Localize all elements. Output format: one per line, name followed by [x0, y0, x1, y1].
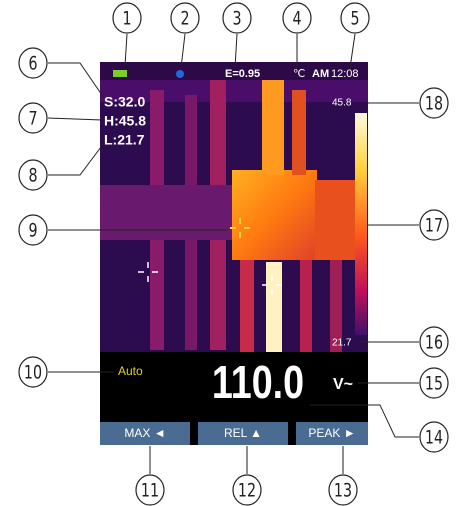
callout-number: 11 [141, 479, 159, 502]
callout: 10 [19, 357, 47, 387]
callout: 18 [420, 88, 448, 118]
mode: Auto [118, 364, 143, 378]
temp-unit: ℃ [293, 68, 305, 80]
ampm: AM [312, 68, 329, 80]
scale-max: 45.8 [332, 98, 352, 109]
battery-icon [113, 70, 127, 77]
callout: 12 [233, 475, 261, 505]
callout-number: 6 [28, 52, 37, 75]
callout-number: 14 [425, 426, 443, 449]
callout-number: 8 [28, 164, 37, 187]
callout: 17 [420, 210, 448, 240]
callout-number: 17 [425, 214, 443, 237]
callout-number: 10 [24, 361, 42, 384]
callout: 16 [420, 327, 448, 357]
bluetooth-icon [176, 70, 184, 78]
callout: 6 [19, 48, 47, 78]
callout: 14 [420, 422, 448, 452]
reading-spot: S:32.0 [104, 94, 145, 110]
callout: 2 [171, 3, 199, 33]
callout: 9 [19, 215, 47, 245]
callout-number: 15 [425, 372, 443, 395]
callout-number: 18 [425, 92, 443, 115]
measurement: 110.0 [212, 357, 304, 408]
callout-number: 12 [238, 479, 256, 502]
reading-low: L:21.7 [104, 132, 145, 148]
callout: 3 [223, 3, 251, 33]
callout-number: 7 [28, 107, 37, 130]
callout: 1 [113, 3, 141, 33]
button-label[interactable]: MAX ◄ [124, 426, 165, 440]
scale-min: 21.7 [332, 338, 352, 349]
callout-number: 2 [180, 7, 189, 30]
callout-number: 16 [425, 331, 443, 354]
color-scale-bar [355, 113, 367, 335]
callout: 5 [341, 3, 369, 33]
callout-number: 3 [232, 7, 241, 30]
callout: 15 [420, 368, 448, 398]
callout-number: 9 [28, 219, 37, 242]
button-label[interactable]: REL ▲ [224, 426, 262, 440]
callout: 7 [19, 103, 47, 133]
clock: 12:08 [331, 68, 359, 80]
callout: 4 [283, 3, 311, 33]
callout-number: 4 [292, 7, 301, 30]
callout: 11 [136, 475, 164, 505]
measurement-unit: V~ [333, 376, 353, 393]
callout-number: 1 [122, 7, 131, 30]
callout-number: 5 [350, 7, 359, 30]
diagram: E=0.95 ℃ AM 12:08 45.8 21.7 S:32.0 H:45.… [0, 0, 463, 506]
callout-number: 13 [334, 479, 352, 502]
emissivity: E=0.95 [225, 68, 260, 80]
callout: 8 [19, 160, 47, 190]
reading-high: H:45.8 [104, 113, 146, 129]
callout: 13 [329, 475, 357, 505]
button-label[interactable]: PEAK ► [308, 426, 355, 440]
